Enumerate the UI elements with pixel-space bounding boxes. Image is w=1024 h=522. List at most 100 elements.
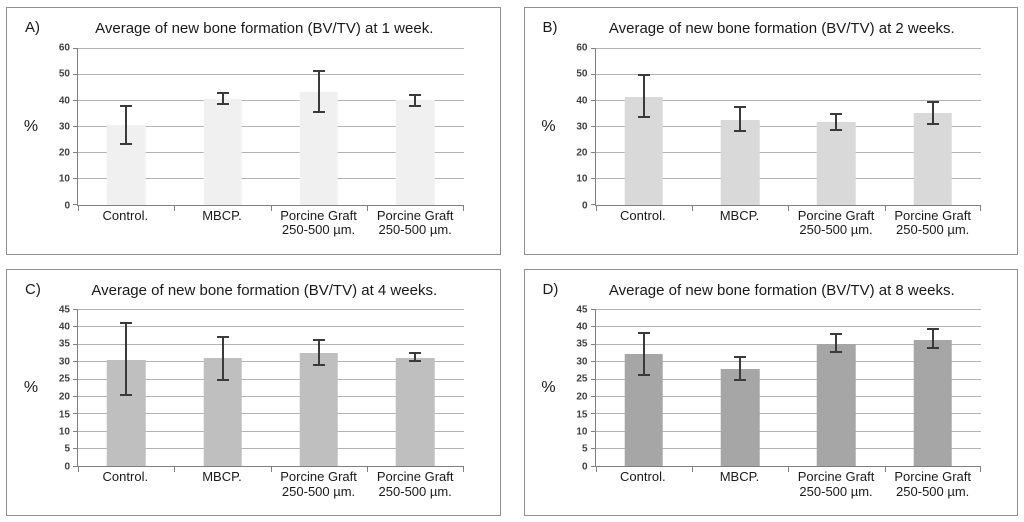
x-category-label: MBCP. [202,207,242,223]
panel-letter: B) [542,19,558,36]
panel-letter: A) [25,19,40,36]
error-bar [216,91,229,106]
error-bar [120,322,133,397]
y-axis-tick [590,465,596,467]
bar [299,352,339,466]
y-tick-label: 10 [58,426,70,438]
y-axis-tick [590,343,596,345]
gridline [595,448,981,450]
error-bar [637,73,650,119]
error-bar-cap-top [120,322,133,325]
y-axis-tick [73,47,78,49]
gridline [78,395,464,397]
error-bar-cap-top [120,105,133,108]
x-axis-tick [788,467,790,472]
x-category-label: Porcine Graft 250-500 µm. [376,207,454,238]
error-bar-cap-top [830,332,843,335]
gridline [595,413,981,415]
error-bar [637,332,650,376]
error-bar-line [931,100,934,125]
x-axis-tick [270,205,272,211]
y-tick-label: 25 [58,373,70,385]
error-bar-cap-bottom [734,379,747,382]
error-bar-cap-top [926,328,939,331]
y-axis-tick [73,151,78,153]
error-bar-cap-bottom [409,104,422,107]
y-tick-label: 20 [58,391,70,403]
y-axis-unit-label: % [541,379,556,397]
error-bar [409,93,422,107]
x-category-label: Porcine Graft 250-500 µm. [280,207,357,238]
gridline [595,99,981,101]
y-axis-unit-label: % [23,379,39,397]
gridline [595,343,981,345]
x-category-label: Control. [102,207,149,223]
x-axis-tick [980,467,981,472]
bar [817,122,856,205]
y-tick-label: 30 [576,121,588,133]
x-axis-tick [367,205,369,211]
y-axis-tick [590,309,596,310]
gridline [78,151,464,153]
y-tick-label: 25 [576,373,588,385]
y-tick-label: 30 [58,121,70,133]
y-axis-tick [73,177,78,179]
error-bar-cap-top [312,339,325,342]
error-bar [926,328,939,349]
x-category-label: Porcine Graft 250-500 µm. [797,469,875,499]
gridline [78,309,464,310]
gridline [595,309,981,310]
y-axis-tick [590,204,596,205]
gridline [595,177,981,179]
y-axis-tick [73,413,78,415]
gridline [78,326,464,328]
chart-panel-c: C) Average of new bone formation (BV/TV)… [6,268,501,516]
y-axis-tick [590,125,596,127]
error-bar-line [414,93,417,107]
y-tick-label: 45 [58,304,70,315]
gridline [595,378,981,380]
y-axis-tick [73,125,78,127]
y-axis-tick [590,378,596,380]
gridline [78,413,464,415]
error-bar [734,355,747,382]
x-category-label: MBCP. [719,207,760,223]
x-axis-tick [174,205,176,211]
x-axis-tick [691,467,693,472]
x-axis: Control. MBCP. Porcine Graft 250-500 µm. Po… [595,467,982,509]
plot-area [73,309,464,472]
gridline [78,73,464,75]
y-tick-label: 40 [58,321,70,333]
error-bar [830,332,843,353]
y-tick-label: 0 [64,200,70,211]
bar [203,98,242,205]
chart-body: % 0 10 20 30 40 50 60 Control. MBCP. Porcine Gra… [17,43,486,248]
x-axis-tick [884,205,886,211]
error-bar-line [739,355,742,382]
error-bar-line [125,105,128,145]
x-axis-tick [174,467,176,472]
error-bar-cap-top [312,69,325,72]
x-category-label: Control. [620,207,666,223]
y-axis-tick [590,395,596,397]
y-tick-label: 20 [576,147,588,159]
y-axis-tick [73,361,78,363]
y-tick-label: 5 [581,443,588,455]
chart-body: % 0 10 20 30 40 50 60 Control. MBCP. Porcine Gra… [535,43,1004,248]
y-tick-label: 5 [64,443,70,455]
x-axis-tick [367,467,369,472]
y-axis-tick [590,73,596,75]
chart-title: Average of new bone formation (BV/TV) at… [91,281,438,299]
panel-header: B) Average of new bone formation (BV/TV)… [535,14,1004,48]
bar [913,339,953,466]
gridline [78,430,464,432]
x-axis-tick [78,467,79,472]
y-axis-tick [73,204,78,205]
error-bar-cap-bottom [637,373,650,376]
error-bar-line [414,352,417,363]
y-tick-label: 0 [64,461,70,473]
gridline [78,343,464,345]
y-axis-tick [590,413,596,415]
error-bar-cap-top [830,112,843,115]
